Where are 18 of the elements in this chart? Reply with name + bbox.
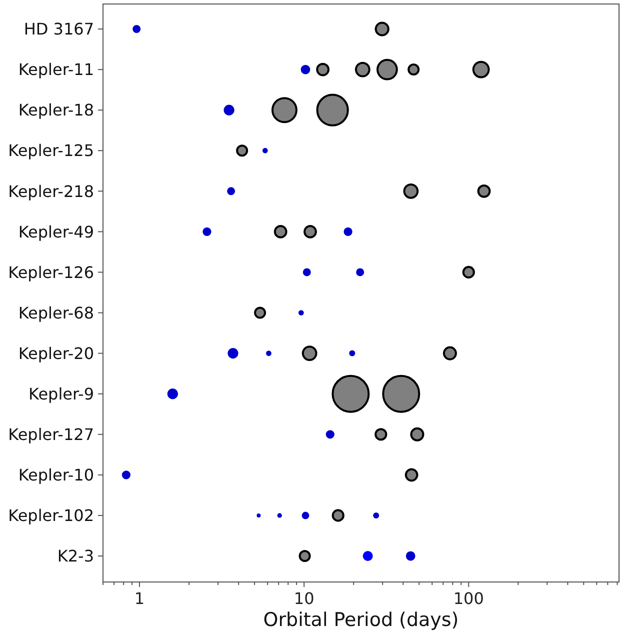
y-tick-label: Kepler-127 xyxy=(8,424,94,444)
y-tick-label: Kepler-18 xyxy=(18,100,94,120)
y-tick-label: K2-3 xyxy=(57,546,94,566)
y-tick-label: Kepler-125 xyxy=(8,141,94,160)
y-tick-label: Kepler-126 xyxy=(8,262,94,282)
y-tick-label: Kepler-68 xyxy=(18,303,94,322)
x-tick-label: 1 xyxy=(134,589,145,608)
y-tick-label: Kepler-49 xyxy=(18,222,94,242)
y-tick-label: Kepler-102 xyxy=(8,506,94,526)
x-tick-label: 100 xyxy=(453,589,484,608)
y-tick-label: Kepler-20 xyxy=(18,344,94,363)
y-tick-label: Kepler-218 xyxy=(8,182,94,201)
y-tick-label: Kepler-11 xyxy=(18,60,94,80)
x-tick-label: 10 xyxy=(294,589,314,608)
y-tick-label: HD 3167 xyxy=(24,20,94,39)
x-axis-title: Orbital Period (days) xyxy=(263,609,459,631)
y-tick-label: Kepler-10 xyxy=(18,466,94,485)
y-tick-label: Kepler-9 xyxy=(28,384,94,404)
